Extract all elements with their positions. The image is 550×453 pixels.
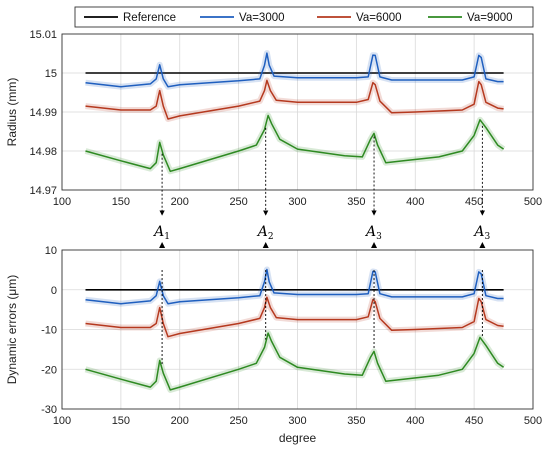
annotation-subscript: 3 bbox=[376, 232, 382, 242]
series-line-va-6000 bbox=[85, 79, 504, 120]
series-line-va-9000 bbox=[85, 114, 505, 173]
up-arrowhead bbox=[159, 242, 166, 248]
x-tick-label: 300 bbox=[288, 196, 306, 208]
y-tick-label: 10 bbox=[45, 245, 57, 257]
annotation-main: A bbox=[364, 224, 376, 240]
annotation-subscript: 3 bbox=[484, 232, 490, 242]
annotation-label: A3 bbox=[472, 224, 490, 242]
annotation-main: A bbox=[152, 224, 164, 240]
up-arrowhead bbox=[262, 242, 269, 248]
y-tick-label: 14.98 bbox=[29, 146, 57, 158]
x-tick-label: 450 bbox=[465, 415, 483, 427]
annotation-subscript: 2 bbox=[268, 232, 274, 242]
legend-label: Va=3000 bbox=[239, 12, 285, 24]
y-axis-title: Dynamic errors (μm) bbox=[5, 275, 19, 385]
series-line-va-3000 bbox=[85, 52, 504, 88]
y-tick-label: 0 bbox=[51, 285, 57, 297]
x-tick-label: 500 bbox=[524, 415, 542, 427]
x-tick-label: 400 bbox=[406, 196, 424, 208]
x-tick-label: 250 bbox=[229, 415, 247, 427]
y-tick-label: -30 bbox=[41, 404, 57, 416]
dynamic-errors-chart: 100 150 200 250 300 350 400 450 500 -30 -20 -10 0 10 D… bbox=[5, 245, 542, 445]
y-axis-title: Radius (mm) bbox=[5, 78, 19, 147]
legend: Reference Va=3000 Va=6000 Va=9000 bbox=[74, 6, 534, 28]
annotation-main: A bbox=[472, 224, 484, 240]
x-tick-label: 350 bbox=[347, 415, 365, 427]
x-axis-title: degree bbox=[279, 431, 317, 445]
x-tick-label: 450 bbox=[465, 196, 483, 208]
x-tick-label: 300 bbox=[288, 415, 306, 427]
legend-label: Va=6000 bbox=[356, 12, 402, 24]
legend-label: Va=9000 bbox=[467, 12, 513, 24]
annotation-main: A bbox=[256, 224, 268, 240]
annotation-label: A2 bbox=[256, 224, 274, 242]
x-tick-label: 400 bbox=[406, 415, 424, 427]
x-tick-label: 150 bbox=[112, 415, 130, 427]
x-tick-label: 350 bbox=[347, 196, 365, 208]
x-tick-label: 200 bbox=[171, 196, 189, 208]
legend-box bbox=[74, 6, 534, 28]
annotation-label: A1 bbox=[152, 224, 170, 242]
x-tick-label: 150 bbox=[112, 196, 130, 208]
up-arrowhead bbox=[371, 242, 378, 248]
x-tick-label: 500 bbox=[524, 196, 542, 208]
up-arrowhead bbox=[479, 242, 486, 248]
axes-frame bbox=[61, 249, 534, 410]
y-tick-label: 14.97 bbox=[29, 185, 57, 197]
x-tick-label: 200 bbox=[171, 415, 189, 427]
series-line-va-9000 bbox=[85, 332, 505, 391]
y-tick-label: 15 bbox=[45, 68, 57, 80]
annotation-subscript: 1 bbox=[164, 232, 170, 242]
annotation-label: A3 bbox=[364, 224, 382, 242]
y-tick-label: -20 bbox=[41, 364, 57, 376]
x-tick-label: 100 bbox=[53, 196, 71, 208]
legend-label: Reference bbox=[123, 12, 176, 24]
y-tick-label: 15.01 bbox=[29, 29, 57, 41]
annotation-arrows: A1 A2 A3 A3 bbox=[152, 125, 490, 366]
x-tick-label: 250 bbox=[229, 196, 247, 208]
radius-chart: 100 150 200 250 300 350 400 450 500 14.97 14.98 14.… bbox=[5, 29, 542, 208]
y-tick-label: -10 bbox=[41, 325, 57, 337]
x-tick-label: 100 bbox=[53, 415, 71, 427]
y-tick-label: 14.99 bbox=[29, 107, 57, 119]
axes-frame bbox=[61, 33, 534, 191]
